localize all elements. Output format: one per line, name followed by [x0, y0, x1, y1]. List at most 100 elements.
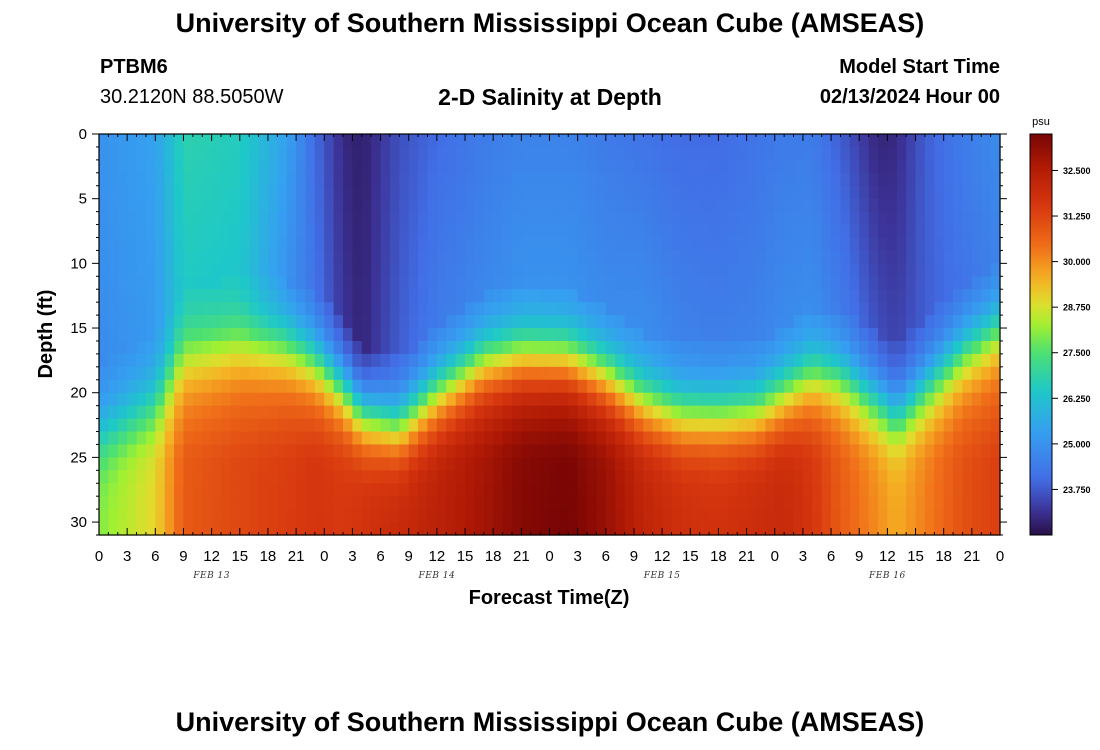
heatmap-cell	[840, 237, 851, 252]
heatmap-cell	[690, 470, 701, 484]
heatmap-cell	[953, 353, 964, 368]
heatmap-cell	[868, 522, 879, 536]
heatmap-cell	[418, 289, 429, 303]
heatmap-cell	[145, 340, 156, 355]
heatmap-cell	[418, 509, 429, 523]
heatmap-cell	[436, 392, 447, 407]
heatmap-cell	[314, 366, 325, 381]
heatmap-cell	[483, 134, 494, 148]
heatmap-cell	[924, 134, 935, 148]
heatmap-cell	[174, 483, 185, 497]
heatmap-cell	[174, 379, 185, 394]
heatmap-cell	[427, 198, 438, 213]
heatmap-cell	[361, 134, 372, 148]
heatmap-cell	[164, 315, 175, 329]
heatmap-cell	[399, 405, 410, 420]
heatmap-cell	[793, 353, 804, 368]
heatmap-cell	[296, 483, 307, 497]
heatmap-cell	[812, 405, 823, 420]
heatmap-cell	[596, 224, 607, 239]
heatmap-cell	[502, 405, 513, 420]
heatmap-cell	[953, 340, 964, 355]
heatmap-cell	[361, 418, 372, 433]
heatmap-cell	[127, 522, 138, 536]
heatmap-cell	[915, 496, 926, 510]
heatmap-cell	[662, 134, 673, 148]
heatmap-cell	[868, 509, 879, 523]
heatmap-cell	[267, 159, 278, 174]
heatmap-cell	[202, 237, 213, 252]
heatmap-cell	[333, 418, 344, 433]
heatmap-cell	[277, 224, 288, 239]
heatmap-cell	[305, 198, 316, 213]
heatmap-cell	[868, 379, 879, 394]
heatmap-cell	[981, 366, 992, 381]
heatmap-cell	[352, 159, 363, 174]
heatmap-cell	[568, 159, 579, 174]
heatmap-cell	[230, 146, 241, 161]
heatmap-cell	[971, 431, 982, 446]
chart-title: University of Southern Mississippi Ocean…	[175, 8, 925, 38]
heatmap-cell	[662, 250, 673, 264]
heatmap-cell	[859, 522, 870, 536]
heatmap-cell	[371, 185, 382, 200]
heatmap-cell	[324, 172, 335, 187]
heatmap-cell	[127, 418, 138, 433]
heatmap-cell	[924, 522, 935, 536]
heatmap-cell	[652, 340, 663, 355]
heatmap-cell	[971, 522, 982, 536]
heatmap-cell	[343, 379, 354, 394]
colorbar-unit: psu	[1032, 116, 1050, 128]
heatmap-cell	[145, 315, 156, 329]
heatmap-cell	[662, 418, 673, 433]
heatmap-cell	[361, 405, 372, 420]
heatmap-cell	[296, 211, 307, 226]
heatmap-cell	[455, 392, 466, 407]
heatmap-cell	[474, 522, 485, 536]
heatmap-cell	[239, 146, 250, 161]
heatmap-cell	[765, 379, 776, 394]
heatmap-cell	[352, 198, 363, 213]
heatmap-cell	[286, 418, 297, 433]
heatmap-cell	[877, 263, 888, 277]
heatmap-cell	[624, 159, 635, 174]
heatmap-cell	[333, 250, 344, 264]
heatmap-cell	[906, 134, 917, 148]
heatmap-cell	[446, 172, 457, 187]
heatmap-cell	[990, 328, 1001, 342]
heatmap-cell	[211, 159, 222, 174]
heatmap-cell	[821, 470, 832, 484]
heatmap-cell	[371, 302, 382, 316]
heatmap-cell	[493, 250, 504, 264]
heatmap-cell	[427, 405, 438, 420]
heatmap-cell	[812, 431, 823, 446]
heatmap-cell	[436, 289, 447, 303]
heatmap-cell	[436, 366, 447, 381]
heatmap-cell	[831, 379, 842, 394]
heatmap-cell	[990, 224, 1001, 239]
heatmap-cell	[831, 185, 842, 200]
heatmap-cell	[877, 392, 888, 407]
heatmap-cell	[211, 483, 222, 497]
heatmap-cell	[286, 315, 297, 329]
heatmap-cell	[840, 470, 851, 484]
x-axis: 0 3 6 9 12 15 18 21 0 3 6 9 12 15 18 21 0 3 6 9 12 15 18 21 0 3 6 9…	[95, 134, 1004, 581]
heatmap-cell	[446, 431, 457, 446]
heatmap-cell	[605, 457, 616, 471]
heatmap-cell	[389, 366, 400, 381]
heatmap-cell	[202, 457, 213, 471]
heatmap-cell	[652, 198, 663, 213]
heatmap-cell	[971, 250, 982, 264]
heatmap-cell	[840, 379, 851, 394]
heatmap-cell	[314, 431, 325, 446]
heatmap-cell	[136, 353, 147, 368]
heatmap-cell	[652, 509, 663, 523]
heatmap-cell	[296, 224, 307, 239]
heatmap-cell	[990, 444, 1001, 458]
heatmap-cell	[305, 159, 316, 174]
heatmap-cell	[605, 366, 616, 381]
heatmap-cell	[418, 146, 429, 161]
heatmap-cell	[633, 315, 644, 329]
heatmap-cell	[605, 302, 616, 316]
